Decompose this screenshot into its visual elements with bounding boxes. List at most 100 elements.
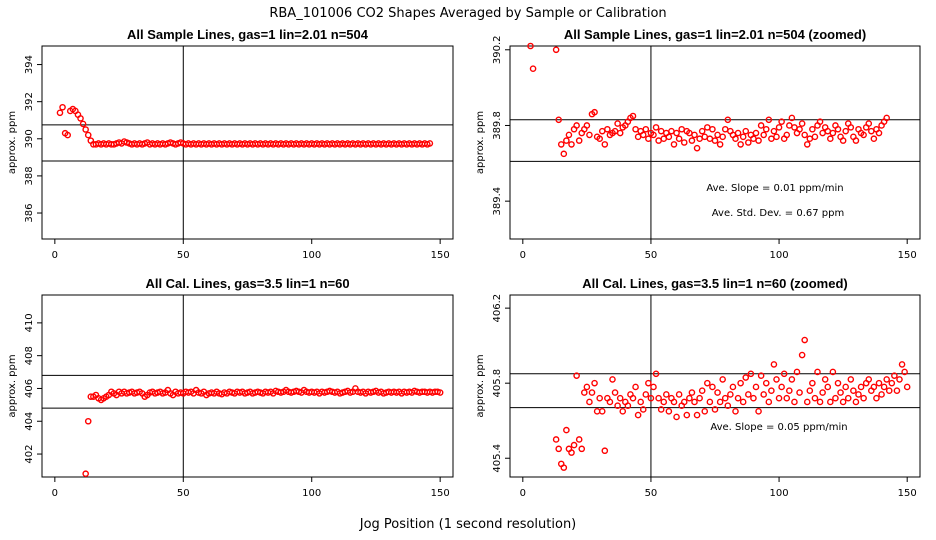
- data-point: [870, 383, 878, 391]
- y-tick-label: 392: [24, 92, 35, 111]
- data-point: [688, 137, 696, 144]
- plot-frame: [509, 45, 921, 240]
- data-point: [586, 398, 593, 406]
- data-point: [570, 441, 578, 449]
- y-tick-label: 390.2: [492, 35, 503, 64]
- data-point: [832, 394, 839, 402]
- data-point: [780, 370, 788, 378]
- data-point: [852, 398, 860, 406]
- y-tick-label: 406.2: [492, 294, 503, 323]
- data-point: [642, 125, 650, 133]
- data-point: [660, 135, 668, 143]
- data-point: [850, 387, 857, 394]
- data-point: [645, 379, 652, 387]
- data-point: [788, 376, 796, 383]
- data-point: [901, 368, 908, 376]
- data-point: [747, 370, 755, 378]
- data-point: [816, 398, 824, 406]
- data-point: [809, 379, 816, 387]
- data-point: [619, 408, 627, 415]
- data-point: [798, 351, 806, 359]
- data-point: [624, 402, 632, 410]
- y-axis-label: approx. ppm: [475, 111, 486, 174]
- data-point: [688, 389, 696, 396]
- data-point: [709, 383, 716, 391]
- data-point: [819, 389, 826, 396]
- data-point: [770, 127, 778, 135]
- x-tick-label: 0: [52, 250, 58, 261]
- data-point: [670, 141, 678, 148]
- data-point: [714, 131, 721, 139]
- data-point: [752, 129, 760, 137]
- data-point: [757, 122, 765, 129]
- data-point: [821, 376, 829, 383]
- plot-frame: [509, 294, 921, 478]
- annotation-text: Ave. Std. Dev. = 0.67 ppm: [712, 208, 844, 219]
- data-point: [711, 406, 719, 413]
- data-point: [663, 391, 670, 398]
- data-point: [650, 131, 657, 139]
- data-point: [59, 103, 66, 111]
- x-tick-label: 100: [770, 250, 789, 261]
- data-point: [680, 139, 688, 146]
- y-tick-label: 405.8: [492, 369, 503, 398]
- data-point: [745, 139, 752, 146]
- data-point: [686, 394, 693, 402]
- data-point: [806, 135, 814, 143]
- data-point: [806, 387, 814, 394]
- data-point: [696, 394, 703, 402]
- panel-title: All Sample Lines, gas=1 lin=2.01 n=504: [127, 27, 369, 42]
- panel-title: All Cal. Lines, gas=3.5 lin=1 n=60: [145, 276, 349, 291]
- data-point: [796, 125, 803, 133]
- y-axis-label: approx. ppm: [7, 111, 18, 174]
- data-point: [583, 383, 591, 391]
- data-point: [668, 127, 675, 135]
- data-point: [734, 394, 742, 402]
- data-point: [714, 389, 721, 396]
- y-tick-label: 389.4: [492, 187, 503, 216]
- data-point: [614, 402, 621, 410]
- data-point: [634, 411, 642, 419]
- data-point: [719, 133, 726, 141]
- data-point: [765, 116, 773, 124]
- data-point: [844, 394, 852, 402]
- data-point: [739, 398, 747, 406]
- data-point: [819, 129, 826, 137]
- y-tick-label: 406: [24, 379, 35, 398]
- data-point: [426, 140, 434, 147]
- data-point: [555, 116, 562, 124]
- data-point: [773, 133, 780, 141]
- data-point: [637, 398, 644, 406]
- data-point: [765, 398, 773, 406]
- data-point: [837, 389, 844, 396]
- data-point: [691, 131, 698, 139]
- x-tick-label: 50: [177, 488, 190, 499]
- data-point: [655, 137, 662, 144]
- data-point: [555, 445, 562, 453]
- data-point: [824, 383, 832, 391]
- data-point: [803, 398, 811, 406]
- data-point: [652, 124, 660, 131]
- data-point: [732, 135, 739, 143]
- data-point: [816, 118, 824, 125]
- data-point: [591, 379, 598, 387]
- data-point: [829, 129, 837, 137]
- data-point: [665, 133, 673, 141]
- y-tick-label: 405.4: [492, 444, 503, 473]
- panel-title: All Cal. Lines, gas=3.5 lin=1 n=60 (zoom…: [582, 276, 848, 291]
- data-point: [773, 376, 780, 383]
- data-point: [727, 391, 734, 398]
- data-point: [568, 449, 575, 456]
- data-point: [768, 135, 775, 143]
- data-point: [701, 408, 709, 415]
- data-point: [778, 383, 785, 391]
- data-point: [745, 391, 752, 398]
- data-point: [786, 387, 793, 394]
- data-point: [596, 135, 603, 143]
- data-point: [673, 413, 680, 421]
- x-tick-label: 150: [431, 250, 450, 261]
- y-tick-label: 404: [24, 412, 35, 431]
- data-point: [865, 120, 873, 127]
- data-point: [650, 383, 657, 391]
- data-point: [593, 408, 601, 415]
